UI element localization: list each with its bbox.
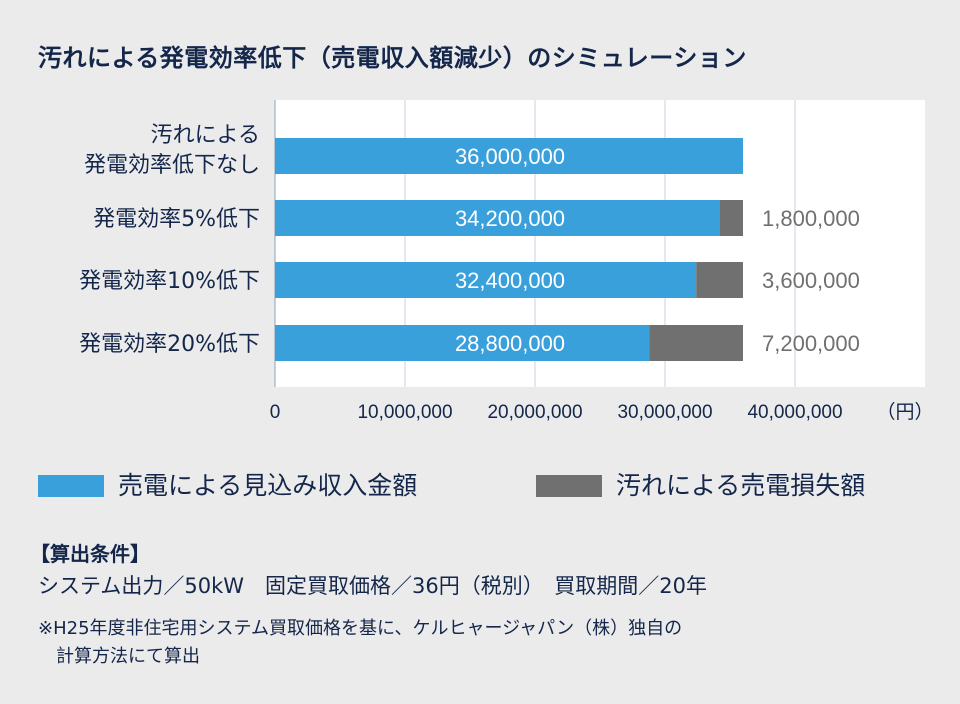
- category-label: 発電効率5%低下: [93, 207, 260, 232]
- category-label: 汚れによる: [151, 123, 260, 148]
- loss-value-label: 3,600,000: [762, 268, 860, 293]
- legend-label: 売電による見込み収入金額: [118, 471, 418, 500]
- chart-title: 汚れによる発電効率低下（売電収入額減少）のシミュレーション: [38, 44, 747, 72]
- bar-revenue: [275, 262, 697, 298]
- x-tick-label: 30,000,000: [617, 402, 712, 423]
- x-tick-label: 20,000,000: [487, 402, 582, 423]
- conditions-heading: 【算出条件】: [30, 542, 150, 566]
- legend-item-revenue: 売電による見込み収入金額: [38, 466, 417, 502]
- bar-loss: [696, 262, 743, 298]
- x-tick-label: 0: [270, 402, 281, 423]
- loss-value-label: 1,800,000: [762, 206, 860, 231]
- bar-value-label: 28,800,000: [455, 331, 565, 356]
- bar-value-label: 36,000,000: [455, 144, 565, 169]
- bar-loss: [719, 200, 743, 236]
- x-unit-label: （円）: [876, 401, 933, 423]
- bar-value-label: 34,200,000: [455, 206, 565, 231]
- x-tick-label: 10,000,000: [357, 402, 452, 423]
- legend-swatch-blue: [38, 475, 104, 497]
- conditions-line: システム出力／50kW 固定買取価格／36円（税別） 買取期間／20年: [38, 574, 707, 598]
- conditions-note-2: 計算方法にて算出: [56, 646, 200, 667]
- x-tick-label: 40,000,000: [747, 402, 842, 423]
- legend-item-loss: 汚れによる売電損失額: [536, 466, 865, 502]
- bar-revenue: [275, 200, 720, 236]
- legend-label: 汚れによる売電損失額: [616, 471, 866, 500]
- category-label: 発電効率10%低下: [79, 269, 260, 294]
- bar-loss: [649, 325, 743, 361]
- category-label: 発電効率低下なし: [84, 153, 260, 178]
- conditions-note: ※H25年度非住宅用システム買取価格を基に、ケルヒャージャパン（株）独自の: [38, 618, 683, 639]
- bar-revenue: [275, 325, 650, 361]
- bar-revenue: [275, 138, 743, 174]
- legend-swatch-gray: [536, 475, 602, 497]
- loss-value-label: 7,200,000: [762, 331, 860, 356]
- category-label: 発電効率20%低下: [79, 332, 260, 357]
- bar-value-label: 32,400,000: [455, 268, 565, 293]
